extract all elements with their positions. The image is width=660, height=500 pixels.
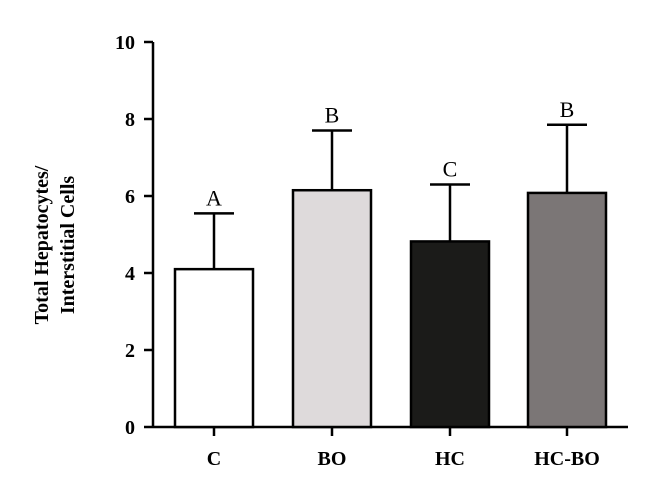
y-tick-label-5: 10 <box>115 32 135 54</box>
y-tick-label-1: 2 <box>125 340 135 362</box>
y-tick-label-0: 0 <box>125 417 135 439</box>
bar-hc-bo <box>526 191 608 429</box>
bar-bo <box>291 188 373 429</box>
bar-hc <box>409 240 491 429</box>
x-category-label-c: C <box>207 448 221 470</box>
bar-c <box>173 267 255 429</box>
y-tick-label-3: 6 <box>125 186 135 208</box>
y-tick-label-2: 4 <box>125 263 135 285</box>
significance-label-bo: B <box>325 103 340 128</box>
significance-label-c: A <box>206 185 222 210</box>
x-category-label-hc: HC <box>435 448 465 470</box>
significance-label-hc: C <box>443 156 458 181</box>
y-axis-title-line-2: Interstitial Cells <box>57 176 79 315</box>
y-axis-title-line-1: Total Hepatocytes/ <box>31 165 53 324</box>
y-axis-title: Total Hepatocytes/ Interstitial Cells <box>31 165 79 324</box>
y-tick-label-4: 8 <box>125 109 135 131</box>
x-category-label-hc-bo: HC-BO <box>534 448 600 470</box>
significance-label-hc-bo: B <box>560 97 575 122</box>
plot-area: 0 2 4 6 8 10 A C B BO C HC B HC-BO <box>115 32 628 470</box>
x-category-label-bo: BO <box>318 448 347 470</box>
